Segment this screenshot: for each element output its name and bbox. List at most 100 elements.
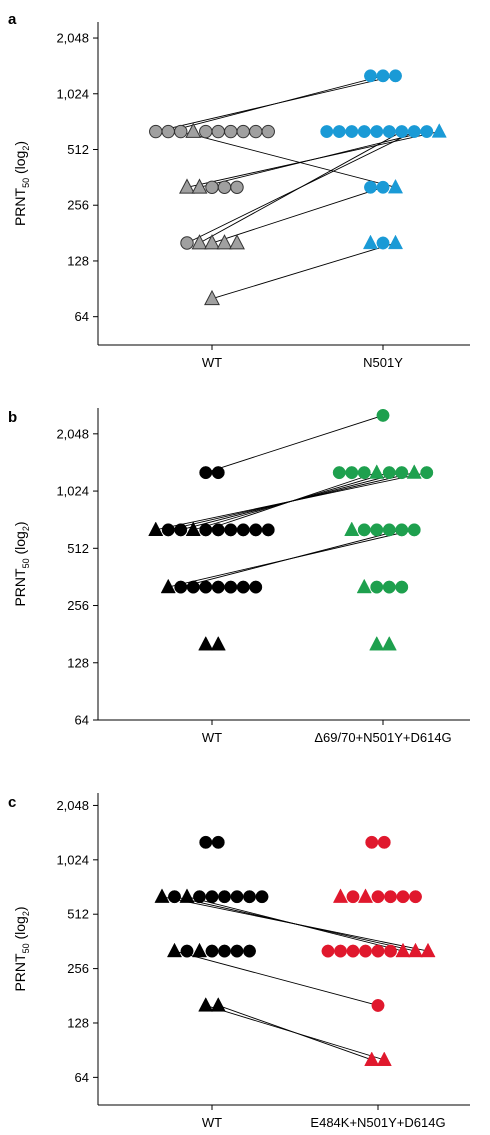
panel-a: a 64 128 256 512 1,024 2,048 WT N501Y PRNT50 (log… bbox=[8, 11, 470, 370]
data-point-triangle bbox=[191, 178, 208, 194]
y-axis-title: PRNT50 (log2) bbox=[12, 521, 31, 606]
data-point-triangle bbox=[185, 122, 202, 138]
data-point-circle bbox=[199, 523, 213, 537]
data-point-circle bbox=[211, 124, 225, 139]
data-point-circle bbox=[407, 523, 421, 537]
y-tick-label: 128 bbox=[67, 655, 89, 670]
data-point-triangle bbox=[166, 942, 183, 958]
data-point-triangle bbox=[406, 464, 422, 479]
data-point-circle bbox=[174, 124, 188, 139]
data-point-triangle bbox=[420, 942, 436, 958]
y-tick-label: 256 bbox=[67, 961, 89, 976]
data-point-circle bbox=[376, 408, 390, 422]
y-tick-label: 128 bbox=[67, 253, 89, 268]
data-point-circle bbox=[376, 236, 390, 250]
panel-c: c 64 128 256 512 1,024 2,048 WT E484K+N501Y+D614… bbox=[8, 793, 470, 1130]
data-point-triangle bbox=[344, 521, 360, 536]
data-point-triangle bbox=[362, 234, 379, 250]
pair-line bbox=[205, 414, 384, 474]
data-point-circle bbox=[320, 125, 334, 139]
data-point-circle bbox=[395, 523, 409, 537]
y-tick-label: 256 bbox=[67, 598, 89, 613]
data-point-circle bbox=[384, 944, 397, 958]
data-point-circle bbox=[420, 125, 434, 139]
data-point-circle bbox=[199, 124, 213, 139]
data-point-triangle bbox=[387, 178, 404, 194]
pair-line bbox=[205, 472, 377, 531]
data-point-triangle bbox=[395, 942, 411, 958]
data-point-triangle bbox=[369, 464, 385, 479]
data-point-circle bbox=[261, 124, 275, 139]
data-point-circle bbox=[230, 180, 244, 194]
data-point-triangle bbox=[148, 521, 164, 536]
data-point-circle bbox=[389, 69, 402, 83]
y-axis-title: PRNT50 (log2) bbox=[12, 141, 31, 226]
pair-line bbox=[174, 950, 379, 1006]
data-point-triangle bbox=[229, 234, 245, 250]
x-tick-label: Δ69/70+N501Y+D614G bbox=[314, 730, 451, 745]
data-point-circle bbox=[236, 523, 250, 537]
data-point-triangle bbox=[356, 578, 372, 594]
data-point-circle bbox=[332, 125, 346, 139]
data-point-circle bbox=[249, 124, 263, 139]
y-tick-label: 1,024 bbox=[56, 852, 89, 867]
data-point-circle bbox=[382, 466, 396, 480]
data-point-circle bbox=[211, 580, 225, 594]
data-point-triangle bbox=[204, 234, 220, 250]
data-point-triangle bbox=[387, 234, 404, 250]
data-point-circle bbox=[161, 124, 175, 139]
data-point-circle bbox=[193, 890, 206, 904]
y-tick-label: 64 bbox=[75, 309, 89, 324]
y-tick-label: 256 bbox=[67, 198, 89, 213]
data-point-triangle bbox=[210, 635, 226, 651]
data-point-circle bbox=[224, 124, 238, 139]
data-point-circle bbox=[161, 523, 175, 537]
y-tick-label: 64 bbox=[75, 713, 89, 728]
data-point-circle bbox=[205, 180, 219, 194]
data-point-circle bbox=[345, 466, 359, 480]
data-point-circle bbox=[217, 180, 232, 194]
x-tick-label: WT bbox=[202, 730, 222, 745]
data-point-circle bbox=[346, 944, 360, 958]
data-point-triangle bbox=[357, 888, 374, 903]
data-point-circle bbox=[236, 124, 250, 139]
data-point-circle bbox=[377, 835, 391, 849]
pair-line bbox=[211, 242, 396, 300]
x-tick-label: WT bbox=[202, 355, 222, 370]
data-point-circle bbox=[357, 125, 371, 139]
data-point-circle bbox=[357, 523, 371, 537]
data-point-triangle bbox=[216, 234, 233, 250]
data-point-circle bbox=[243, 890, 256, 904]
data-point-triangle bbox=[407, 942, 424, 958]
data-point-circle bbox=[180, 944, 194, 958]
pair-line bbox=[218, 1005, 372, 1061]
data-point-triangle bbox=[376, 1051, 392, 1066]
pair-line bbox=[180, 529, 402, 588]
data-point-circle bbox=[395, 466, 409, 480]
y-tick-label: 2,048 bbox=[56, 426, 89, 441]
panel-letter: c bbox=[8, 794, 16, 811]
data-point-circle bbox=[261, 523, 275, 537]
data-point-circle bbox=[149, 124, 163, 139]
data-point-triangle bbox=[198, 635, 214, 651]
y-tick-label: 512 bbox=[67, 907, 89, 922]
data-point-circle bbox=[174, 523, 188, 537]
data-point-circle bbox=[371, 944, 385, 958]
data-point-circle bbox=[205, 944, 219, 958]
pair-line bbox=[168, 75, 384, 132]
pair-line bbox=[199, 131, 402, 244]
data-point-circle bbox=[174, 580, 188, 594]
pair-line bbox=[211, 186, 384, 244]
panel-letter: b bbox=[8, 409, 17, 426]
data-point-circle bbox=[180, 236, 194, 250]
data-point-triangle bbox=[210, 997, 226, 1012]
data-point-triangle bbox=[332, 888, 349, 903]
y-tick-label: 2,048 bbox=[56, 798, 89, 813]
data-point-circle bbox=[224, 580, 238, 594]
data-point-circle bbox=[218, 944, 231, 958]
data-point-triangle bbox=[154, 888, 170, 903]
data-point-circle bbox=[382, 523, 396, 537]
y-tick-label: 2,048 bbox=[56, 31, 89, 46]
data-point-circle bbox=[359, 944, 372, 958]
data-point-circle bbox=[218, 890, 231, 904]
